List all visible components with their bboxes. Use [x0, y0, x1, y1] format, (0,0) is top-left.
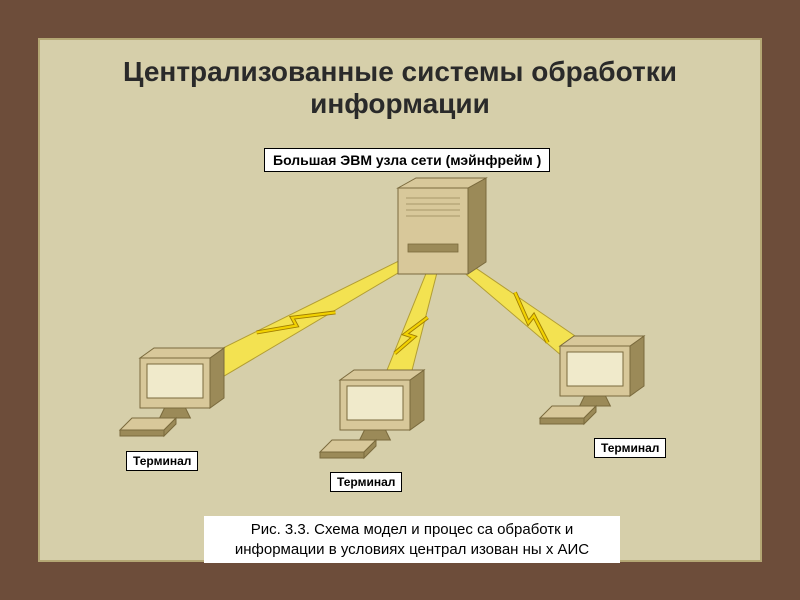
- caption-line2: информации в условиях централ изован ны …: [235, 541, 589, 558]
- slide-outer: Централизованные системы обработки инфор…: [0, 0, 800, 600]
- network-diagram: [0, 0, 800, 600]
- terminal-label-right: Терминал: [594, 438, 666, 458]
- terminal-label-center: Терминал: [330, 472, 402, 492]
- figure-caption: Рис. 3.3. Схема модел и процес са обрабо…: [204, 516, 620, 563]
- terminal-label-left: Терминал: [126, 451, 198, 471]
- caption-line1: Рис. 3.3. Схема модел и процес са обрабо…: [251, 521, 574, 538]
